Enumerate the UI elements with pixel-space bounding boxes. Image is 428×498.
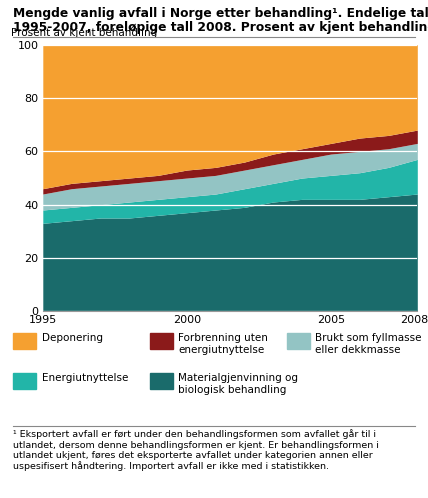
Text: Prosent av kjent behandling: Prosent av kjent behandling: [11, 28, 157, 38]
Text: Materialgjenvinning og
biologisk behandling: Materialgjenvinning og biologisk behandl…: [178, 373, 298, 394]
Text: 1995-2007, foreløpige tall 2008. Prosent av kjent behandling: 1995-2007, foreløpige tall 2008. Prosent…: [13, 21, 428, 34]
Text: Forbrenning uten
energiutnyttelse: Forbrenning uten energiutnyttelse: [178, 333, 268, 355]
Text: Deponering: Deponering: [42, 333, 103, 343]
Text: Energiutnyttelse: Energiutnyttelse: [42, 373, 128, 383]
Text: Mengde vanlig avfall i Norge etter behandling¹. Endelige tall: Mengde vanlig avfall i Norge etter behan…: [13, 7, 428, 20]
Text: Brukt som fyllmasse
eller dekkmasse: Brukt som fyllmasse eller dekkmasse: [315, 333, 422, 355]
Text: ¹ Eksportert avfall er ført under den behandlingsformen som avfallet går til i
u: ¹ Eksportert avfall er ført under den be…: [13, 429, 379, 472]
